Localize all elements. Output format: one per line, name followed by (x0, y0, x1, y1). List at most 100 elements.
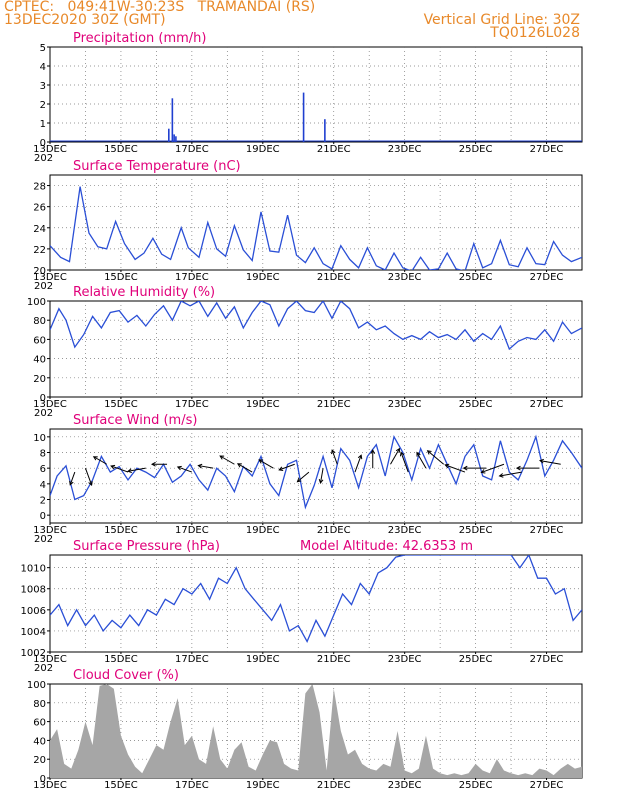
wind-arrow-head (480, 469, 486, 474)
precip-xtick: 19DEC (246, 144, 280, 155)
wind-arrow-head (462, 465, 468, 471)
humidity-ytick: 100 (27, 297, 46, 308)
model-code: TQ0126L028 (490, 25, 580, 41)
wind-arrow (93, 456, 107, 465)
temperature-xtick: 19DEC (246, 272, 280, 283)
wind-arrow-head (539, 458, 544, 464)
wind-arrow (110, 465, 129, 473)
temperature-ytick: 26 (33, 203, 46, 214)
humidity-xtick: 19DEC (246, 399, 280, 410)
precip-ytick: 1 (40, 119, 46, 130)
wind-arrow-head (416, 451, 421, 457)
wind-arrow (481, 463, 505, 473)
wind-xtick: 25DEC (459, 525, 493, 536)
wind-xtick: 23DEC (388, 525, 422, 536)
wind-arrow (177, 466, 193, 473)
wind-arrow (219, 455, 235, 465)
wind-arrow-head (197, 463, 203, 469)
wind-arrow (499, 471, 522, 477)
humidity-xtick: 21DEC (317, 399, 351, 410)
temperature-xtick: 21DEC (317, 272, 351, 283)
pressure-xtick: 15DEC (104, 654, 138, 665)
wind-arrow (69, 471, 76, 485)
cloud-xtick: 15DEC (104, 780, 138, 791)
wind-xtick: 17DEC (175, 525, 209, 536)
cloud-title: Cloud Cover (%) (73, 668, 179, 683)
cloud-ytick: 0 (40, 774, 46, 785)
grid-note: Vertical Grid Line: 30Z (423, 12, 580, 28)
wind-arrow (427, 450, 445, 465)
wind-arrow-head (515, 465, 521, 471)
precip-bar (324, 119, 326, 142)
temperature-xtick: 13DEC (33, 272, 67, 283)
pressure-xtick: 13DEC (33, 654, 67, 665)
temperature-ytick: 28 (33, 182, 46, 193)
wind-arrow (331, 449, 338, 465)
wind-title: Surface Wind (m/s) (73, 413, 197, 428)
wind-arrow (416, 452, 427, 469)
wind-xtick: 27DEC (530, 525, 564, 536)
temperature-xtick-cut: 202 (34, 281, 53, 292)
pressure-xtick: 17DEC (175, 654, 209, 665)
wind-arrow (258, 459, 274, 469)
pressure-ytick: 1002 (21, 648, 46, 659)
pressure-frame (49, 554, 583, 653)
wind-ytick: 6 (40, 464, 46, 475)
wind-arrow (390, 448, 400, 465)
wind-arrow-head (258, 459, 264, 464)
wind-arrow (237, 463, 253, 473)
precip-xtick: 21DEC (317, 144, 351, 155)
wind-arrow-head (127, 468, 132, 474)
temperature-xtick: 15DEC (104, 272, 138, 283)
precip-xtick: 23DEC (388, 144, 422, 155)
wind-arrow-head (150, 461, 156, 467)
temperature-panel: 20 22 24 26 28 13DEC 15DEC 17DEC 19DEC 21DEC 23DEC… (33, 159, 583, 292)
pressure-panel: 1002 1004 1006 1008 1010 13DEC 15DEC 17DEC 19DEC… (21, 539, 583, 674)
temperature-title: Surface Temperature (nC) (73, 159, 241, 174)
wind-ytick: 4 (40, 480, 46, 491)
wind-arrow (319, 468, 324, 484)
cloud-ytick: 100 (27, 680, 46, 691)
wind-xtick: 13DEC (33, 525, 67, 536)
temperature-line (50, 186, 582, 270)
wind-arrow (127, 467, 146, 472)
wind-frame (49, 428, 583, 524)
wind-arrow-head (92, 456, 98, 461)
precip-bar (173, 134, 175, 142)
wind-arrow-head (219, 455, 225, 460)
wind-arrow-head (395, 447, 401, 453)
pressure-line (50, 555, 582, 643)
humidity-ytick: 0 (40, 393, 46, 404)
pressure-xtick: 25DEC (459, 654, 493, 665)
wind-xtick: 15DEC (104, 525, 138, 536)
wind-arrow-head (278, 466, 284, 471)
humidity-line (50, 301, 582, 351)
wind-arrow-head (399, 451, 405, 457)
wind-arrow (354, 454, 362, 473)
cloud-ytick: 80 (33, 699, 46, 710)
humidity-xtick: 15DEC (104, 399, 138, 410)
humidity-xtick: 17DEC (175, 399, 209, 410)
wind-arrow-head (88, 481, 93, 487)
humidity-ytick: 20 (33, 374, 46, 385)
precip-ytick: 5 (40, 43, 46, 54)
pressure-ytick: 1008 (21, 585, 46, 596)
wind-arrow-head (69, 480, 74, 486)
wind-arrow (279, 463, 295, 471)
wind-arrow (297, 471, 310, 483)
cloud-xtick: 17DEC (175, 780, 209, 791)
temperature-xtick: 25DEC (459, 272, 493, 283)
humidity-title: Relative Humidity (%) (73, 285, 215, 300)
humidity-ytick: 60 (33, 335, 46, 346)
wind-ytick: 8 (40, 449, 46, 460)
pressure-xtick: 21DEC (317, 654, 351, 665)
humidity-xtick: 27DEC (530, 399, 564, 410)
cloud-xtick: 19DEC (246, 780, 280, 791)
wind-panel: 0 2 4 6 8 10 13DEC 15DEC 17DEC 19DEC 21DEC 23DEC 25D… (33, 413, 583, 545)
pressure-xtick: 23DEC (388, 654, 422, 665)
cloud-xtick: 25DEC (459, 780, 493, 791)
wind-arrow (198, 465, 214, 469)
wind-arrow (400, 452, 409, 473)
station-title: CPTEC: 049:41W-30:23S TRAMANDAI (RS) (4, 0, 316, 15)
